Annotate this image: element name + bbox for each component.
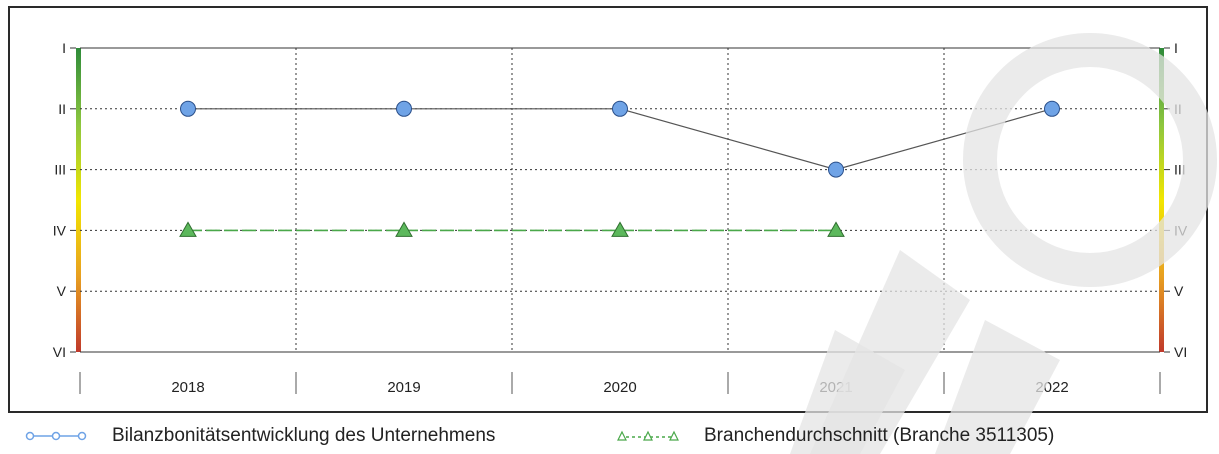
x-tick-label: 2021	[819, 379, 852, 396]
series-marker-triangle	[827, 221, 845, 237]
legend-item-company: Bilanzbonitätsentwicklung des Unternehme…	[24, 418, 495, 454]
x-tick-label: 2018	[171, 379, 204, 396]
legend-label-industry: Branchendurchschnitt (Branche 3511305)	[704, 425, 1055, 446]
x-tick-label: 2019	[387, 379, 420, 396]
series-marker-circle	[180, 100, 196, 117]
series-marker-circle	[612, 100, 628, 117]
chart-frame: I I II II III III IV IV V V VI VI 2018 2019 2020 2021 20…	[8, 6, 1208, 413]
y-tick-label-left: V	[57, 283, 67, 299]
y-tick-label-left: IV	[53, 222, 67, 238]
series-marker-triangle	[179, 221, 197, 237]
series-marker-circle	[396, 100, 412, 117]
rating-color-bar-left	[76, 48, 81, 352]
y-tick-label-right: IV	[1174, 222, 1188, 238]
y-tick-label-left: III	[54, 162, 66, 178]
series-marker-circle	[828, 161, 844, 178]
y-tick-label-right: III	[1174, 162, 1186, 178]
series-marker-circle	[1044, 100, 1060, 117]
y-tick-label-right: VI	[1174, 344, 1187, 360]
legend-label-company: Bilanzbonitätsentwicklung des Unternehme…	[112, 425, 496, 446]
series-marker-triangle	[611, 221, 629, 237]
y-tick-label-left: VI	[53, 344, 66, 360]
y-tick-label-left: II	[58, 101, 66, 117]
y-tick-label-left: I	[62, 40, 66, 56]
series-marker-triangle	[395, 221, 413, 237]
rating-color-bar-right	[1159, 48, 1164, 352]
y-tick-label-right: V	[1174, 283, 1184, 299]
y-tick-label-right: II	[1174, 101, 1182, 117]
x-tick-label: 2020	[603, 379, 636, 396]
legend-swatch-triangle-icon	[617, 430, 679, 441]
legend-swatch-circle-icon	[25, 431, 87, 441]
x-tick-label: 2022	[1035, 379, 1068, 396]
y-tick-label-right: I	[1174, 40, 1178, 56]
legend: Bilanzbonitätsentwicklung des Unternehme…	[0, 418, 1219, 454]
legend-item-industry: Branchendurchschnitt (Branche 3511305)	[616, 418, 1054, 454]
series-line-0	[188, 108, 1053, 171]
